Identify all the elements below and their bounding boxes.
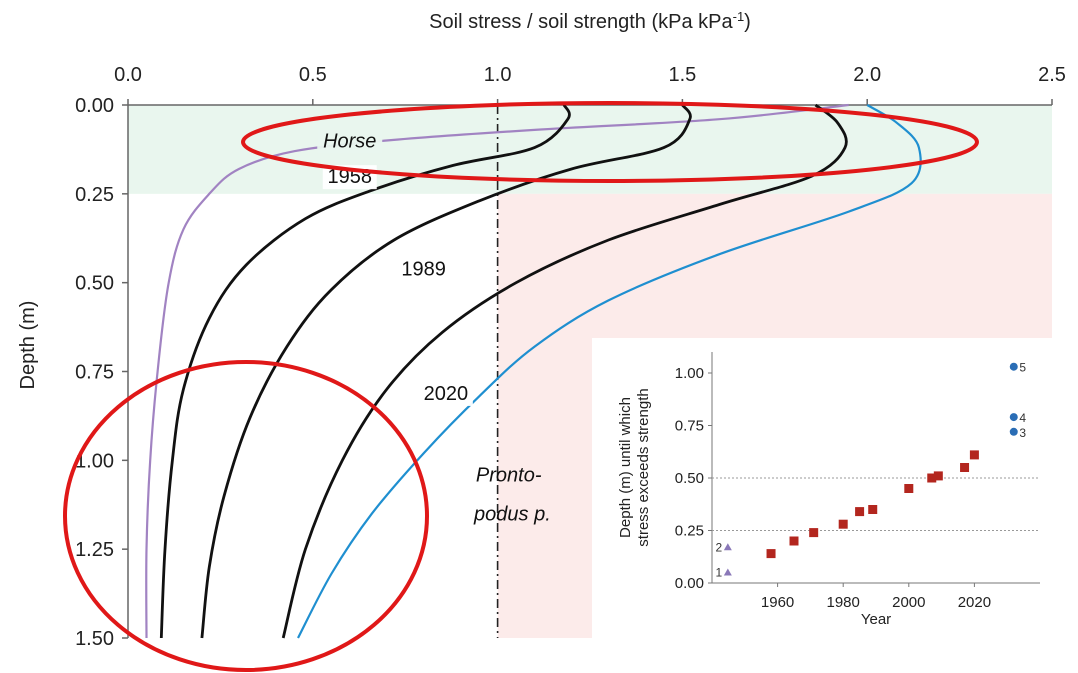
inset-y-tick-label: 0.00 — [675, 575, 704, 592]
inset-x-tick-label: 2000 — [892, 594, 925, 611]
annotation-ellipse-top — [241, 101, 979, 183]
y-tick-label: 0.50 — [75, 273, 114, 295]
inset-circle-label: 4 — [1019, 411, 1026, 425]
inset-triangle-point — [723, 543, 732, 551]
inset-triangle-point — [723, 568, 732, 576]
inset-square-point — [855, 507, 865, 517]
inset-square-point — [904, 484, 914, 493]
curve-label-bg — [317, 129, 383, 154]
inset-x-tick-label: 1960 — [761, 594, 794, 611]
inset-y-title-1: Depth (m) until which — [617, 397, 634, 538]
x-tick-label: 2.0 — [853, 64, 881, 86]
inset-circle-point — [1009, 427, 1018, 436]
inset-y-title-2: stress exceeds strength — [635, 388, 652, 546]
y-tick-label: 0.75 — [75, 362, 114, 384]
inset-circle-label: 5 — [1019, 361, 1026, 375]
inset-x-tick-label: 1980 — [827, 594, 860, 611]
x-axis-title: Soil stress / soil strength (kPa kPa-1) — [429, 9, 751, 33]
curve-label-bg — [418, 381, 473, 406]
inset-y-tick-label: 0.25 — [675, 523, 704, 540]
x-tick-label: 1.5 — [668, 64, 696, 86]
inset-square-point — [927, 473, 937, 483]
x-tick-label: 0.5 — [299, 64, 327, 86]
inset-triangle-label: 1 — [715, 566, 722, 580]
curve-2020 — [297, 104, 922, 639]
inset-square-point — [838, 519, 848, 529]
y-tick-label: 1.50 — [75, 628, 114, 650]
inset-x-title: Year — [861, 611, 891, 628]
y-tick-label: 0.25 — [75, 184, 114, 206]
y-tick-label: 0.00 — [75, 95, 114, 117]
inset-x-tick-label: 2020 — [958, 594, 991, 611]
curve-horse — [145, 103, 849, 639]
inset-square-point — [766, 549, 776, 559]
x-tick-label: 2.5 — [1038, 64, 1066, 86]
curve-other-1 — [200, 104, 692, 639]
y-axis-title: Depth (m) — [17, 301, 39, 390]
inset-y-tick-label: 0.50 — [675, 470, 704, 487]
inset-circle-label: 3 — [1019, 426, 1026, 440]
inset-triangle-label: 2 — [715, 540, 722, 554]
inset-square-point — [933, 471, 943, 481]
curve-label-podusp: podus p. — [473, 504, 551, 526]
curve-1958 — [159, 104, 571, 639]
inset-square-point — [789, 536, 799, 546]
curve-label-2020: 2020 — [424, 383, 469, 405]
x-tick-label: 1.0 — [484, 64, 512, 86]
y-tick-label: 1.25 — [75, 539, 114, 561]
curve-label-horse: Horse — [323, 131, 376, 153]
inset-circle-point — [1009, 362, 1018, 371]
inset-square-point — [809, 528, 819, 538]
x-tick-label: 0.0 — [114, 64, 142, 86]
curve-label-bg — [396, 257, 451, 282]
inset-circle-point — [1009, 413, 1018, 422]
inset-square-point — [969, 450, 979, 460]
curve-label-1989: 1989 — [401, 259, 446, 281]
curve-label-pronto: Pronto- — [476, 465, 542, 487]
inset-square-point — [960, 463, 970, 472]
inset-panel — [592, 338, 1052, 638]
curve-1989 — [281, 103, 848, 639]
inset-square-point — [868, 505, 878, 514]
inset-y-tick-label: 1.00 — [675, 365, 704, 382]
y-tick-label: 1.00 — [75, 450, 114, 472]
inset-y-tick-label: 0.75 — [675, 418, 704, 435]
annotation-ellipse-bottom — [63, 360, 429, 672]
